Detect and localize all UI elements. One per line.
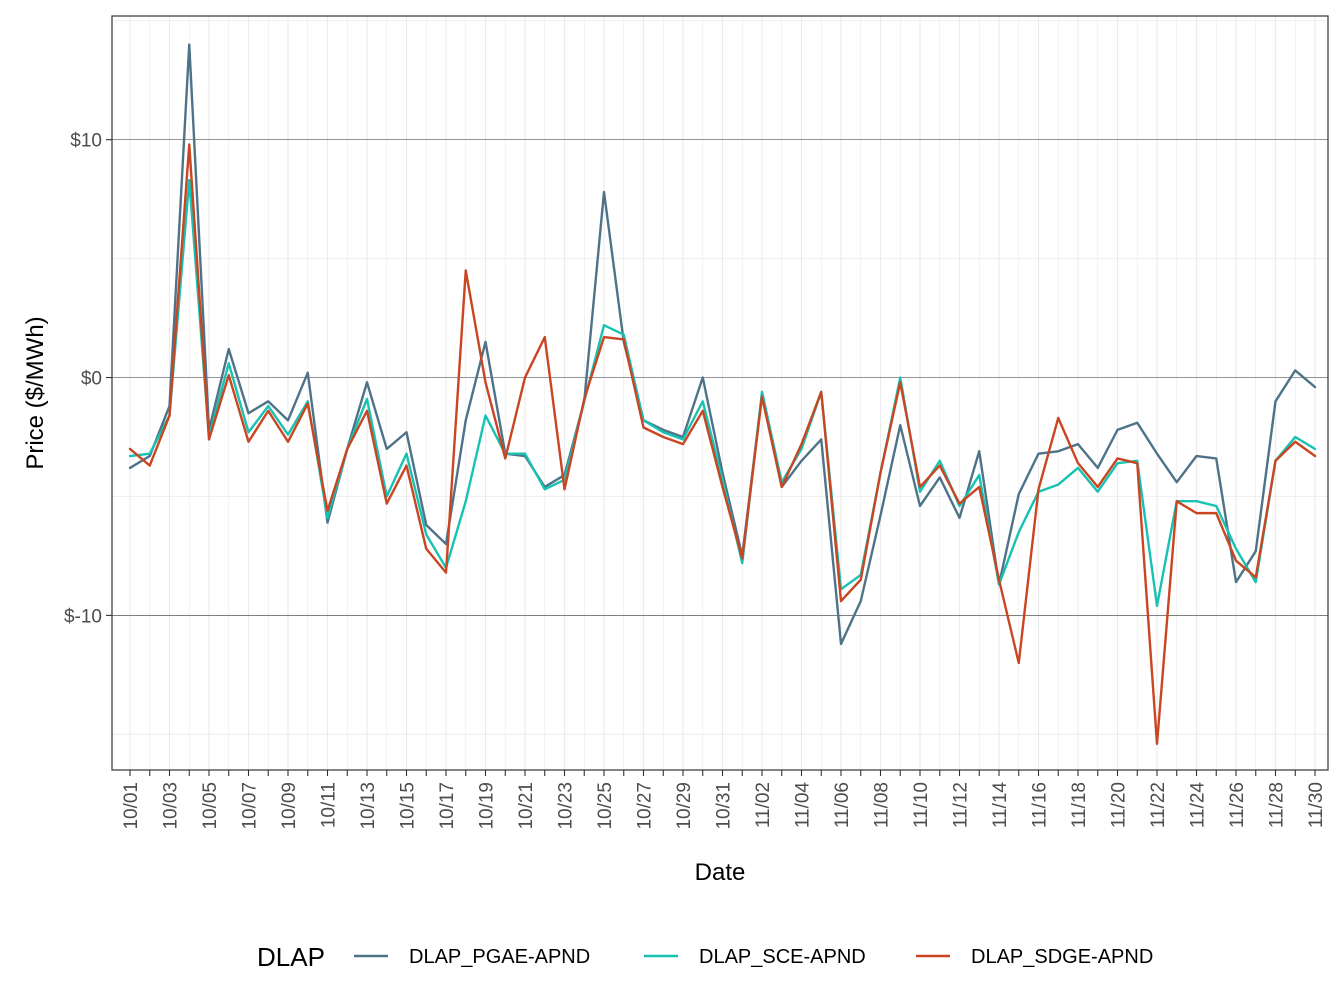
series-line-dlap-pgae-apnd <box>128 43 1317 646</box>
x-tick-label: 10/13 <box>358 782 379 830</box>
x-tick-label: 10/09 <box>279 782 300 830</box>
y-axis: $10 $0 $-10 <box>64 131 112 627</box>
x-tick-label: 10/01 <box>121 782 142 830</box>
series-line-dlap-sce-apnd <box>128 178 1317 608</box>
x-tick-label: 11/22 <box>1148 782 1169 828</box>
x-tick-label: 11/16 <box>1030 782 1051 828</box>
series-layer <box>128 43 1317 746</box>
y-axis-title: Price ($/MWh) <box>22 316 49 469</box>
legend-title: DLAP <box>257 942 325 972</box>
x-tick-label: 11/24 <box>1188 782 1209 829</box>
x-tick-label: 10/19 <box>477 782 498 830</box>
grid-minor <box>112 16 1328 770</box>
panel-border <box>111 15 1329 771</box>
x-tick-label: 11/08 <box>872 782 893 828</box>
legend: DLAP DLAP_PGAE-APND DLAP_SCE-APND DLAP_SDG… <box>257 942 1153 972</box>
series-line-dlap-sdge-apnd <box>128 143 1317 746</box>
legend-label: DLAP_SCE-APND <box>699 946 866 968</box>
legend-label: DLAP_SDGE-APND <box>971 946 1153 968</box>
x-tick-label: 10/31 <box>714 782 735 830</box>
x-tick-label: 11/20 <box>1109 782 1130 828</box>
x-tick-label: 10/17 <box>437 782 458 830</box>
x-tick-label: 11/18 <box>1069 782 1090 828</box>
x-tick-label: 11/14 <box>990 782 1011 829</box>
x-tick-label: 10/05 <box>200 782 221 830</box>
x-tick-label: 10/23 <box>556 782 577 830</box>
x-tick-label: 11/10 <box>911 782 932 828</box>
y-tick-label: $-10 <box>64 606 102 627</box>
x-tick-label: 11/12 <box>951 782 972 828</box>
panel-background <box>112 16 1328 770</box>
x-tick-label: 10/11 <box>319 782 340 828</box>
x-tick-label: 11/30 <box>1306 782 1327 828</box>
x-tick-label: 10/21 <box>516 782 537 830</box>
y-tick-label: $10 <box>70 131 102 152</box>
x-tick-label: 11/26 <box>1227 782 1248 828</box>
x-tick-label: 11/28 <box>1267 782 1288 828</box>
legend-label: DLAP_PGAE-APND <box>409 946 590 968</box>
x-tick-label: 11/02 <box>753 782 774 828</box>
x-tick-label: 11/06 <box>832 782 853 828</box>
x-axis: 10/01 10/03 10/05 10/07 10/09 10/11 10/13 10/15… <box>121 770 1327 830</box>
x-tick-label: 10/03 <box>161 782 182 830</box>
x-tick-label: 10/27 <box>635 782 656 830</box>
x-axis-title: Date <box>695 859 746 886</box>
x-tick-label: 10/29 <box>674 782 695 830</box>
x-tick-label: 10/15 <box>398 782 419 830</box>
y-tick-label: $0 <box>81 369 102 390</box>
x-tick-label: 10/25 <box>595 782 616 830</box>
x-tick-label: 10/07 <box>240 782 261 830</box>
x-tick-label: 11/04 <box>793 782 814 829</box>
